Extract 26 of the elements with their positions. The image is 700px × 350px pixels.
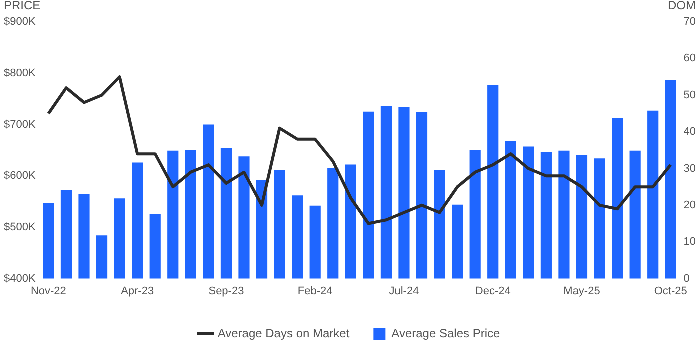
y2-tick-label: 10 bbox=[684, 236, 696, 248]
y2-tick-label: 70 bbox=[684, 16, 696, 28]
y2-tick-label: 20 bbox=[684, 199, 696, 212]
x-tick-label: Jul-24 bbox=[389, 285, 420, 298]
x-tick-label: Feb-24 bbox=[298, 285, 333, 298]
y-tick-label: $900K bbox=[4, 16, 36, 28]
x-tick-label: Oct-25 bbox=[654, 285, 688, 298]
y2-tick-label: 50 bbox=[684, 89, 696, 102]
y2-tick-label: 60 bbox=[684, 52, 696, 65]
x-tick-label: May-25 bbox=[564, 285, 600, 298]
y-axis-title: PRICE bbox=[4, 0, 41, 12]
y2-tick-label: 30 bbox=[684, 162, 696, 175]
x-tick-label: Sep-23 bbox=[208, 285, 244, 298]
y-tick-label: $700K bbox=[4, 118, 36, 131]
y2-axis-title: DOM bbox=[668, 0, 696, 12]
legend-label: Average Days on Market bbox=[218, 326, 350, 340]
y2-tick-label: 40 bbox=[684, 126, 696, 138]
y2-tick-label: 0 bbox=[684, 272, 690, 285]
y-tick-label: $800K bbox=[4, 67, 36, 80]
x-tick-label: Apr-23 bbox=[121, 285, 154, 298]
legend-label: Average Sales Price bbox=[392, 326, 500, 340]
y-tick-label: $400K bbox=[4, 272, 36, 285]
x-tick-label: Dec-24 bbox=[475, 285, 511, 298]
x-tick-label: Nov-22 bbox=[30, 285, 66, 298]
y-tick-label: $600K bbox=[4, 170, 36, 182]
y-tick-label: $500K bbox=[4, 221, 36, 234]
